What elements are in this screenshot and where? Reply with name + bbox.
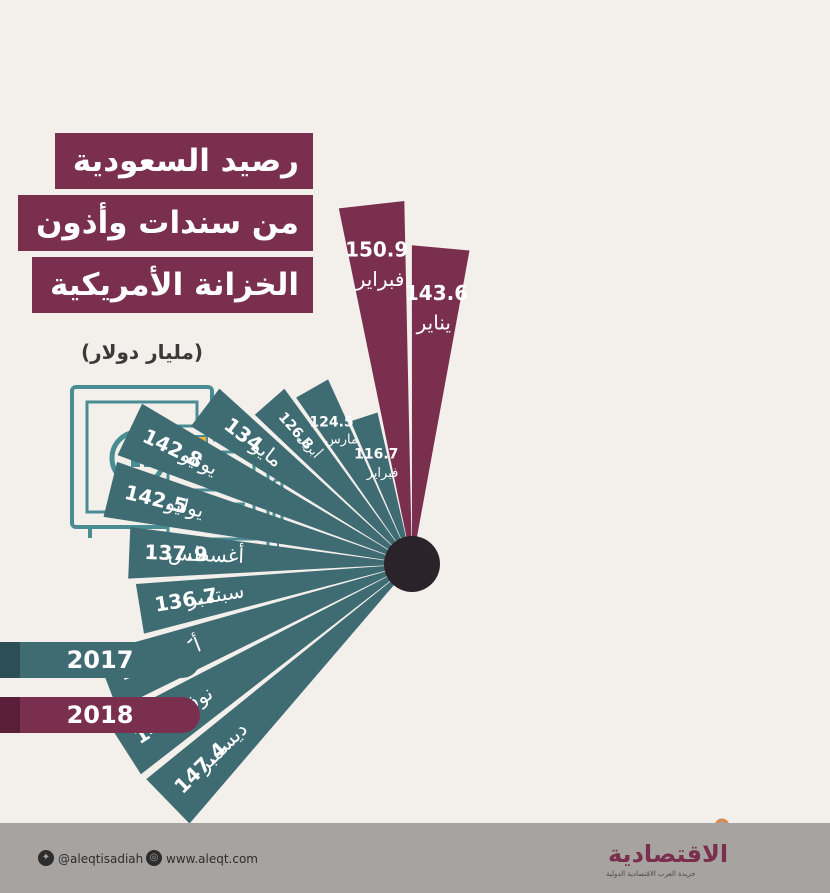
bar-category-2017-10: فبراير [366,466,399,481]
bar-2018-0 [338,201,412,564]
bar-2017-9 [296,379,412,564]
unit-label: (مليار دولار) [80,340,204,364]
bar-2018-1 [411,245,470,564]
bar-value-2017-10: 116.7 [354,446,398,462]
footer-bar [0,823,830,893]
twitter-icon: ✦ [38,850,54,866]
bar-2017-5 [103,461,412,564]
bar-2017-8 [254,388,412,564]
legend-label-2018: 2018 [66,701,134,729]
bar-value-2017-4: 137.9 [144,540,208,567]
chart-title-line-3: الخزانة الأمريكية [31,257,313,313]
bar-value-2018-0: 150.9 [345,237,408,261]
legend-label-2017: 2017 [66,646,134,674]
bar-2017-3 [135,564,412,634]
chart-title-line-1: رصيد السعودية [54,133,313,189]
globe-icon: ◎ [146,850,162,866]
website-link[interactable]: www.aleqt.com [166,852,258,866]
bar-category-2017-9: مارس [325,432,358,447]
legend-item-2017: 2017 [0,642,200,678]
chart-hub [384,536,440,592]
legend-item-2018: 2018 [0,697,200,733]
bar-category-2018-1: يناير [416,311,451,335]
chart-title-line-2: من سندات وأذون [17,195,313,251]
bar-value-2017-9: 124.5 [309,415,353,431]
bar-value-2018-1: 143.6 [405,281,468,305]
brand-tagline: جريدة العرب الاقتصادية الدولية [606,870,696,878]
brand-logo: الاقتصادية [608,840,729,868]
twitter-handle[interactable]: @aleqtisadiah [58,852,144,866]
bar-2017-4 [128,527,412,579]
bar-category-2017-4: أغسطس [168,540,245,568]
legend-swatch-2017 [0,642,20,678]
bar-2017-10 [350,412,412,564]
bar-2017-7 [190,388,412,564]
bar-2017-0 [146,564,413,824]
bar-category-2018-0: فبراير [355,267,405,291]
bar-2017-6 [117,403,412,564]
legend-swatch-2018 [0,697,20,733]
